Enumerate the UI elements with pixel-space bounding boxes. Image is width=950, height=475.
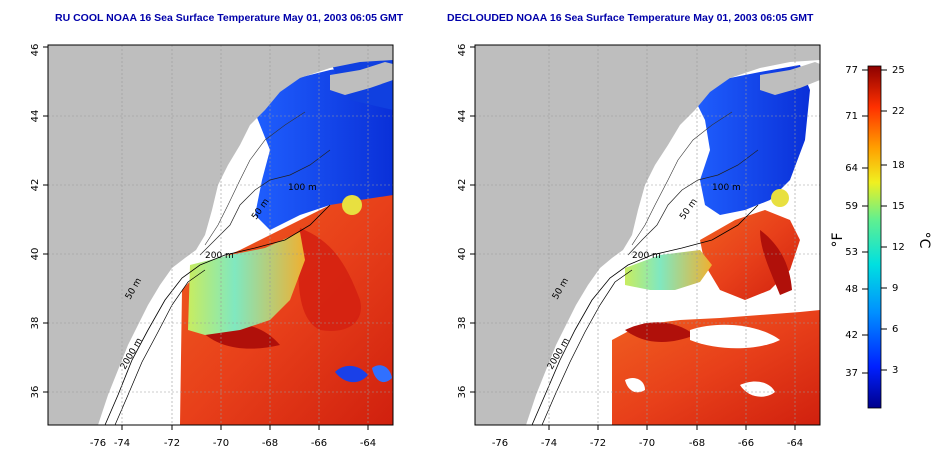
right-label-100m: 100 m [712, 183, 741, 193]
right-land-nova-scotia [760, 62, 820, 95]
right-cloud-gap-2 [740, 381, 775, 397]
left-lon-tick: -68 [262, 438, 278, 449]
right-lat-tick: 46 [457, 44, 468, 57]
left-sst-cold-patch-2 [372, 365, 392, 383]
left-lat-tick: 46 [30, 44, 41, 57]
right-sst-hot-filament [625, 322, 695, 342]
right-lon-tick: -74 [541, 438, 557, 449]
colorbar-f-tick: 71 [845, 111, 858, 122]
left-land-nova-scotia [330, 62, 393, 95]
colorbar-c-tick: 12 [892, 242, 905, 253]
colorbar-c-tick: 22 [892, 106, 905, 117]
colorbar-c-tick: 18 [892, 160, 905, 171]
left-axis-ticks [43, 46, 369, 430]
left-sst-warm-core-ring [342, 195, 362, 215]
left-sst-slope-water [188, 232, 305, 335]
left-lon-tick: -72 [164, 438, 180, 449]
right-label-200m: 200 m [632, 251, 661, 261]
right-lat-tick: 36 [457, 386, 468, 399]
colorbar-f-tick: 77 [845, 65, 858, 76]
left-lon-tick: -70 [213, 438, 229, 449]
right-lon-tick: -68 [689, 438, 705, 449]
colorbar-f-tick: 59 [845, 201, 858, 212]
colorbar-celsius-label: °C [916, 232, 932, 249]
left-lat-tick: 44 [30, 110, 41, 123]
colorbar-c-tick: 9 [892, 283, 898, 294]
right-contour-2000m [531, 204, 759, 425]
left-lat-tick: 40 [30, 248, 41, 261]
left-lat-tick: 42 [30, 179, 41, 192]
colorbar-ticks [862, 69, 887, 374]
colorbar-f-tick: 37 [845, 368, 858, 379]
right-cloud-gap-3 [625, 378, 645, 393]
colorbar-c-tick: 6 [892, 324, 898, 335]
right-lon-tick: -72 [590, 438, 606, 449]
right-lat-tick: 38 [457, 317, 468, 330]
colorbar-f-tick: 53 [845, 247, 858, 258]
right-sst-hot-eddy [760, 230, 792, 295]
left-lon-tick: -76 [90, 438, 106, 449]
colorbar-c-tick: 3 [892, 365, 898, 376]
left-land [48, 45, 393, 425]
right-lon-tick: -76 [492, 438, 508, 449]
left-contour-100m [199, 149, 331, 256]
colorbar-c-tick: 25 [892, 65, 905, 76]
right-sst-cold-region [690, 65, 810, 215]
colorbar-fahrenheit-label: °F [830, 232, 846, 247]
right-contour-200m [541, 269, 633, 425]
left-sst-cold-region [250, 60, 393, 230]
left-map: 100 m 200 m 50 m 50 m 2000 m -76 -74 -72… [30, 44, 394, 449]
colorbar-f-tick: 42 [845, 330, 858, 341]
colorbar-gradient [867, 65, 882, 409]
left-contour-50m [204, 111, 306, 246]
left-sst-warm-region [180, 195, 393, 425]
left-label-200m: 200 m [205, 251, 234, 261]
right-land [475, 45, 820, 425]
right-lon-tick: -64 [787, 438, 803, 449]
left-contour-2000m [104, 204, 331, 425]
left-lat-tick: 36 [30, 386, 41, 399]
right-lon-tick: -70 [639, 438, 655, 449]
colorbar-c-tick: 15 [892, 201, 905, 212]
right-lat-tick: 44 [457, 110, 468, 123]
right-map: 100 m 200 m 50 m 50 m 2000 m -76 -74 -72… [457, 44, 821, 449]
left-panel-title: RU COOL NOAA 16 Sea Surface Temperature … [55, 12, 404, 24]
colorbar: 77 71 64 59 53 48 42 37 25 22 18 15 12 9… [830, 65, 932, 409]
right-axis-ticks [470, 46, 796, 430]
left-label-100m: 100 m [288, 183, 317, 193]
left-gridlines [48, 45, 393, 425]
colorbar-f-tick: 48 [845, 284, 858, 295]
left-lon-tick: -66 [311, 438, 327, 449]
left-contour-200m [114, 269, 206, 425]
right-sst-slope-water [625, 250, 712, 290]
right-sst-warm-core-ring [771, 189, 789, 207]
right-gridlines [475, 45, 820, 425]
right-lat-tick: 42 [457, 179, 468, 192]
left-lat-tick: 38 [30, 317, 41, 330]
right-lon-tick: -66 [738, 438, 754, 449]
right-cloud-gap [690, 324, 780, 349]
left-sst-cold-patch [335, 365, 368, 383]
left-lon-tick: -64 [360, 438, 376, 449]
right-contour-50m [631, 111, 733, 246]
right-panel-title: DECLOUDED NOAA 16 Sea Surface Temperatur… [447, 12, 814, 24]
colorbar-f-tick: 64 [845, 163, 858, 174]
left-lon-tick: -74 [114, 438, 130, 449]
right-lat-tick: 40 [457, 248, 468, 261]
